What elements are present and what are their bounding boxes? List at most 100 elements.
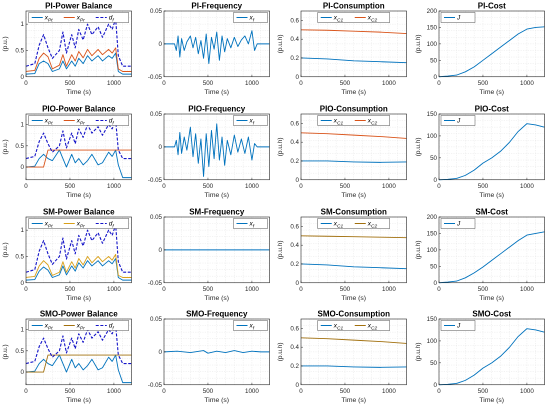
y-tick-label: 0 xyxy=(158,246,162,253)
series-line-x-pt xyxy=(25,52,132,75)
chart-title: PIO-Power Balance xyxy=(42,104,116,113)
legend: xC1 xC2 xyxy=(317,320,390,332)
legend: xPt xPr df xyxy=(28,320,129,332)
legend-label: xC2 xyxy=(367,220,378,229)
y-tick-label: 200 xyxy=(426,214,437,221)
chart-pi-consumption: PI-Consumption 0 500 1000 0 0.2 0.4 0.6 Time (s)… xyxy=(277,2,407,96)
legend-box xyxy=(28,12,129,23)
legend-box xyxy=(317,320,390,331)
x-tick-label: 0 xyxy=(437,388,441,395)
series-line-x-c2 xyxy=(300,29,407,34)
chart-pi-power-balance: PI-Power Balance 0 500 1000 0 0.5 1 Time (s) (p.… xyxy=(2,2,132,96)
x-tick-label: 0 xyxy=(299,285,303,292)
series-line-x-c1 xyxy=(300,263,407,269)
series-line-x-c1 xyxy=(300,57,407,64)
y-tick-label: 0.4 xyxy=(290,242,299,249)
x-axis-label: Time (s) xyxy=(66,397,91,404)
series-line-j xyxy=(438,230,545,283)
x-tick-label: 500 xyxy=(202,388,213,395)
chart-title: PIO-Frequency xyxy=(188,104,245,113)
chart-smo-consumption: SMO-Consumption 0 500 1000 0 0.2 0.4 0.6 Time (s… xyxy=(277,310,407,404)
y-tick-label: 0 xyxy=(433,177,437,184)
series-line-x-f xyxy=(163,350,269,354)
axes-box xyxy=(300,216,407,283)
axes-box xyxy=(438,318,545,386)
y-axis-label: (p.u.) xyxy=(2,139,9,154)
axes-box xyxy=(300,10,407,78)
legend-label: xPr xyxy=(76,15,85,24)
x-axis-label: Time (s) xyxy=(66,89,91,96)
series-line-x-c2 xyxy=(300,234,407,238)
series-line-d-f xyxy=(25,119,132,159)
legend-label: xPt xyxy=(44,15,53,24)
y-tick-label: 0.05 xyxy=(149,8,162,15)
y-tick-label: 0 xyxy=(21,164,25,171)
y-tick-label: 0.05 xyxy=(149,316,162,323)
x-tick-label: 500 xyxy=(65,388,76,395)
axes-box xyxy=(300,318,407,386)
y-tick-label: 0 xyxy=(158,349,162,356)
x-tick-label: 500 xyxy=(340,80,351,87)
y-tick-label: 0.05 xyxy=(149,214,162,221)
x-tick-label: 1000 xyxy=(245,388,259,395)
y-tick-label: 0 xyxy=(296,279,300,286)
legend-box xyxy=(232,320,268,331)
legend: J xyxy=(440,217,475,229)
y-tick-label: 150 xyxy=(426,316,437,323)
series-line-x-c1 xyxy=(301,160,407,163)
series-line-x-c1 xyxy=(301,365,407,369)
series-line-x-c2 xyxy=(300,132,407,139)
y-axis-label: (p.u.) xyxy=(2,242,9,257)
x-tick-label: 1000 xyxy=(107,183,121,190)
legend: J xyxy=(440,12,475,23)
legend-box xyxy=(232,12,268,23)
y-tick-label: 50 xyxy=(430,155,437,162)
x-tick-label: 0 xyxy=(437,183,441,190)
series-line-x-f xyxy=(163,30,269,65)
y-tick-label: 0.5 xyxy=(15,47,24,54)
legend: J xyxy=(440,115,475,126)
x-tick-label: 500 xyxy=(340,388,351,395)
x-axis-label: Time (s) xyxy=(341,294,366,301)
y-tick-label: 0.2 xyxy=(290,363,299,370)
x-tick-label: 500 xyxy=(202,285,213,292)
y-axis-label: (p.u.h) xyxy=(277,343,284,362)
x-tick-label: 0 xyxy=(437,80,441,87)
x-tick-label: 500 xyxy=(202,183,213,190)
series-line-x-f xyxy=(163,123,269,177)
legend-label: xPr xyxy=(76,323,85,332)
y-axis-label: (p.u.) xyxy=(2,36,9,51)
x-tick-label: 500 xyxy=(65,285,76,292)
legend: xPt xPr df xyxy=(28,217,129,229)
y-tick-label: 0.4 xyxy=(290,344,299,351)
chart-pio-power-balance: PIO-Power Balance 0 500 1000 0 0.5 1 Time (s) (p… xyxy=(2,104,132,199)
y-axis-label: (p.u.h) xyxy=(415,343,422,362)
x-tick-label: 1000 xyxy=(520,285,534,292)
x-tick-label: 1000 xyxy=(520,388,534,395)
x-tick-label: 500 xyxy=(477,285,488,292)
x-tick-label: 1000 xyxy=(382,80,396,87)
chart-sm-power-balance: SM-Power Balance 0 500 1000 0 0.5 1 Time (s) (p.… xyxy=(2,207,132,301)
x-tick-label: 1000 xyxy=(382,183,396,190)
y-tick-label: 0.4 xyxy=(290,139,299,146)
y-tick-label: 0.5 xyxy=(15,143,24,150)
chart-title: SM-Power Balance xyxy=(43,207,115,216)
legend-box xyxy=(232,115,268,126)
series-line-d-f xyxy=(25,18,132,67)
axes-box xyxy=(25,318,132,386)
legend-label: xC2 xyxy=(367,117,378,126)
series-line-j xyxy=(438,122,545,180)
x-axis-label: Time (s) xyxy=(204,397,229,404)
series-line-x-pr xyxy=(26,354,132,373)
x-axis-label: Time (s) xyxy=(66,192,91,199)
y-tick-label: 0 xyxy=(296,382,300,389)
legend-label: xPt xyxy=(44,323,53,332)
y-axis-label: (p.u.h) xyxy=(415,240,422,259)
y-tick-label: 0.6 xyxy=(290,17,299,24)
chart-title: PIO-Consumption xyxy=(320,104,388,113)
chart-title: SM-Frequency xyxy=(189,207,245,216)
legend: xC1 xC2 xyxy=(317,115,390,126)
legend: xf xyxy=(232,115,268,126)
x-tick-label: 0 xyxy=(162,183,166,190)
axes-box xyxy=(300,113,407,180)
